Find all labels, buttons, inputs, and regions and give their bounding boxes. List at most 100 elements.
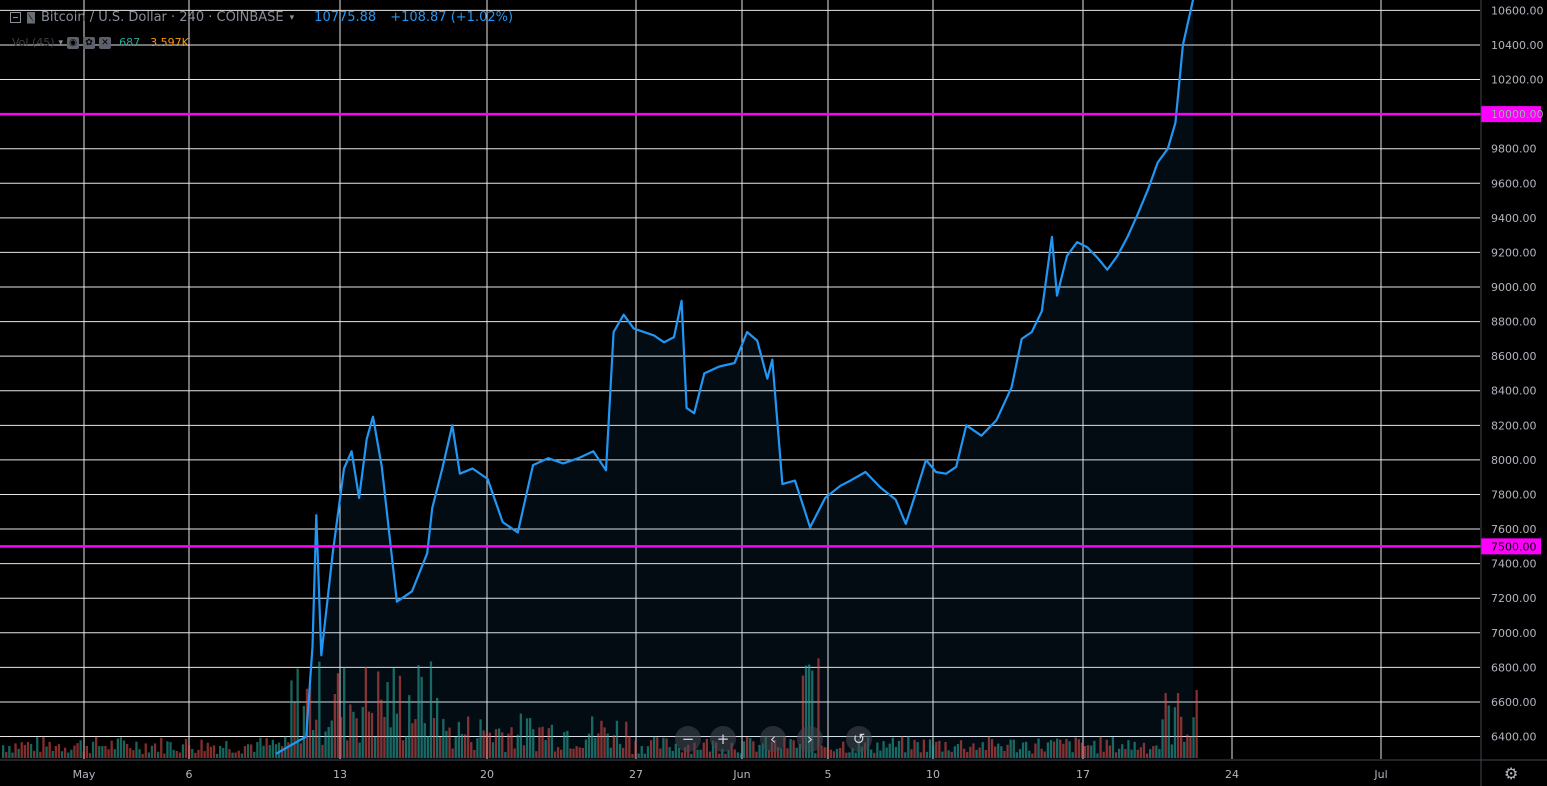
volume-bar	[618, 743, 622, 758]
volume-bar	[1056, 738, 1059, 758]
volume-bar	[256, 742, 259, 758]
chevron-down-icon[interactable]: ▾	[289, 12, 295, 23]
x-tick-label: 5	[825, 768, 832, 781]
volume-bar	[519, 713, 522, 758]
symbol-title[interactable]: Bitcoin / U.S. Dollar · 240 · COINBASE	[41, 10, 284, 25]
scroll-left-button[interactable]: ‹	[760, 726, 786, 752]
price-series-line	[275, 0, 1195, 755]
volume-bar	[426, 736, 429, 758]
volume-bar	[457, 721, 460, 758]
volume-bar	[798, 743, 801, 758]
volume-bar	[194, 752, 197, 758]
volume-bar	[33, 750, 36, 758]
volume-label[interactable]: Vol (45)	[12, 36, 55, 49]
x-tick-label: 24	[1225, 768, 1239, 781]
volume-bar	[829, 749, 832, 758]
volume-bar	[1158, 749, 1161, 758]
volume-bar	[668, 747, 671, 758]
close-icon[interactable]: ✕	[99, 36, 112, 49]
reset-chart-button[interactable]: ↺	[846, 726, 872, 752]
x-tick-label: 6	[186, 768, 193, 781]
volume-bar	[126, 744, 129, 758]
volume-bar	[296, 668, 299, 758]
volume-bar	[950, 751, 953, 758]
volume-bar	[485, 733, 488, 758]
scroll-right-button[interactable]: ›	[797, 726, 823, 752]
grid	[0, 0, 1480, 759]
y-tick-label: 7000.00	[1491, 627, 1537, 640]
volume-bar	[277, 742, 281, 758]
volume-bar	[1189, 736, 1192, 758]
volume-bar	[408, 695, 411, 758]
volume-bar	[380, 699, 383, 758]
volume-bar	[8, 746, 11, 758]
volume-bar	[711, 740, 715, 758]
zoom-in-button[interactable]: +	[710, 726, 736, 752]
volume-bar	[1046, 742, 1049, 758]
chevron-down-icon[interactable]: ▾	[58, 37, 64, 48]
volume-bar	[374, 736, 377, 758]
volume-bar	[411, 723, 414, 758]
volume-bar	[680, 752, 684, 758]
volume-bar	[436, 697, 439, 758]
settings-icon[interactable]: ✿	[83, 36, 96, 49]
y-tick-label: 6600.00	[1491, 696, 1537, 709]
volume-bar	[82, 751, 85, 758]
volume-bar	[45, 746, 48, 758]
gear-icon[interactable]: ⚙	[1504, 764, 1519, 783]
eye-icon[interactable]: ◉	[67, 36, 80, 49]
x-tick-label: 20	[480, 768, 494, 781]
volume-bar	[1192, 717, 1195, 758]
volume-bar	[321, 744, 324, 758]
volume-bar	[730, 743, 733, 758]
volume-bar	[832, 751, 836, 758]
volume-bar	[355, 718, 358, 758]
volume-bar	[919, 752, 922, 758]
volume-bar	[470, 742, 473, 758]
volume-bar	[981, 742, 984, 758]
volume-bar	[842, 741, 845, 758]
x-tick-label: 13	[333, 768, 347, 781]
volume-bar	[932, 745, 935, 758]
volume-bar	[1173, 707, 1177, 758]
volume-bar	[330, 720, 333, 758]
volume-bar	[891, 737, 894, 758]
volume-bar	[972, 743, 975, 758]
volume-bar	[814, 753, 817, 758]
y-tick-label: 9000.00	[1491, 281, 1537, 294]
volume-bar	[138, 749, 141, 758]
volume-bar	[312, 729, 315, 758]
y-tick-label: 9400.00	[1491, 212, 1537, 225]
volume-bar	[231, 752, 234, 758]
zoom-out-button[interactable]: −	[675, 726, 701, 752]
volume-bar	[95, 736, 98, 758]
volume-bar	[1059, 739, 1062, 758]
volume-bar	[975, 749, 978, 758]
y-tick-label: 8600.00	[1491, 350, 1537, 363]
volume-bar	[85, 745, 88, 758]
volume-bar	[395, 713, 398, 758]
volume-bar	[581, 747, 584, 758]
y-tick-label: 10200.00	[1491, 74, 1544, 87]
volume-bar	[141, 753, 144, 758]
volume-bar	[1018, 749, 1022, 758]
volume-bar	[343, 667, 346, 758]
level-label-bg	[1481, 538, 1541, 555]
volume-bar	[1096, 753, 1099, 758]
volume-bar	[383, 716, 386, 758]
volume-bar	[268, 745, 271, 758]
volume-bar	[783, 736, 786, 758]
volume-bar	[699, 749, 702, 758]
volume-bar	[990, 739, 994, 758]
volume-bar	[333, 694, 336, 758]
volume-bar	[17, 748, 20, 758]
volume-legend: Vol (45) ▾ ◉ ✿ ✕ 687 3.597K	[12, 36, 189, 49]
volume-bar	[959, 740, 963, 758]
volume-bar	[432, 717, 436, 758]
collapse-icon[interactable]	[10, 12, 21, 23]
volume-bar	[346, 740, 349, 758]
horizontal-levels: 10000.00 7500.00	[0, 106, 1544, 555]
volume-bar	[234, 752, 237, 758]
